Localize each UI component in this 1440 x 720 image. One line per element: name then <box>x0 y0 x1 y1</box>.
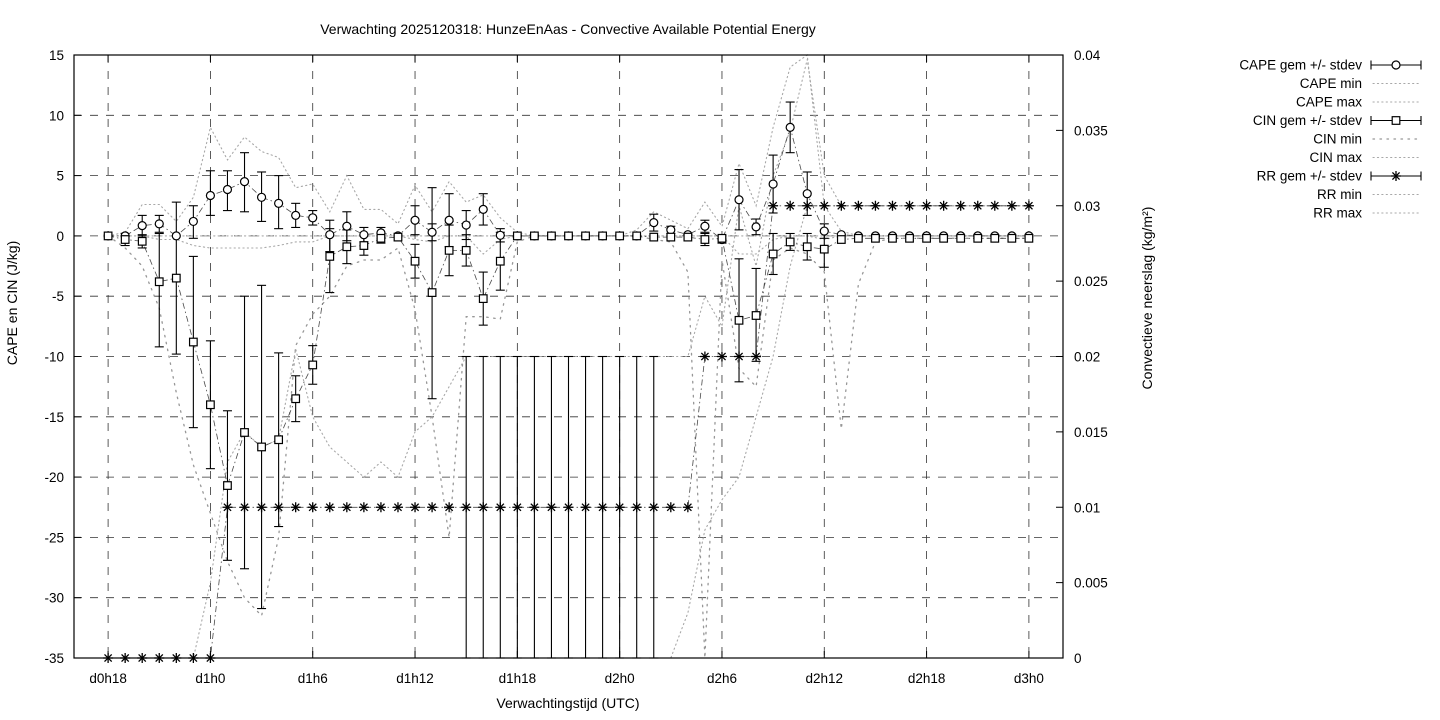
y-left-tick-label: -35 <box>44 651 64 666</box>
legend-entry: RR min <box>1317 187 1422 202</box>
legend-entry-label: CIN min <box>1313 132 1362 147</box>
legend-entry: RR gem +/- stdev <box>1257 169 1422 184</box>
y-left-tick-label: -5 <box>52 289 64 304</box>
legend-entry: CIN gem +/- stdev <box>1253 113 1422 128</box>
y-left-tick-label: -10 <box>44 350 64 365</box>
x-tick-label: d2h18 <box>908 671 946 686</box>
cape-error-bars <box>137 101 829 253</box>
x-axis-label: Verwachtingstijd (UTC) <box>496 695 639 711</box>
legend-entry: CAPE max <box>1296 95 1422 110</box>
x-tick-label: d3h0 <box>1014 671 1044 686</box>
y-right-tick-label: 0.015 <box>1074 425 1108 440</box>
y-left-tick-label: -30 <box>44 591 64 606</box>
x-tick-label: d2h6 <box>707 671 737 686</box>
cin-error-bars <box>120 187 829 610</box>
grid-layer <box>74 55 1063 658</box>
cin-mean-markers <box>103 231 1034 490</box>
legend-entry: CAPE min <box>1300 76 1422 91</box>
legend: CAPE gem +/- stdev CAPE min CAPE max CIN ge… <box>1239 58 1422 221</box>
legend-entry-label: CIN max <box>1309 150 1362 165</box>
y-left-tick-label: 10 <box>49 108 64 123</box>
y-right-tick-label: 0 <box>1074 651 1082 666</box>
y-axis-label-right: Convectieve neerslag (kg/m²) <box>1139 207 1155 390</box>
y-left-tick-label: -25 <box>44 530 64 545</box>
x-tick-label: d1h18 <box>499 671 537 686</box>
y-right-tick-label: 0.01 <box>1074 500 1100 515</box>
cape-max-curve <box>107 54 1030 237</box>
legend-entry: RR max <box>1313 206 1422 221</box>
x-tick-label: d2h12 <box>806 671 844 686</box>
legend-entry: CIN min <box>1313 132 1422 147</box>
y-left-tick-label: 5 <box>56 169 64 184</box>
legend-entry-label: RR min <box>1317 187 1362 202</box>
legend-entry: CIN max <box>1309 150 1422 165</box>
x-tick-label: d1h6 <box>298 671 328 686</box>
legend-entry-label: CAPE min <box>1300 76 1362 91</box>
y-right-tick-label: 0.04 <box>1074 48 1101 63</box>
axes-layer: d0h18 d1h0 d1h6 d1h12 d1h18 d2h0 d2h6 d2h12 d2h1… <box>44 48 1107 686</box>
legend-entry-label: CAPE gem +/- stdev <box>1239 58 1362 73</box>
legend-entry-label: CIN gem +/- stdev <box>1253 113 1362 128</box>
series-layer <box>103 101 1034 663</box>
legend-entry-label: RR gem +/- stdev <box>1257 169 1363 184</box>
cin-max-curve <box>107 235 1030 255</box>
plot-border <box>73 54 1064 659</box>
x-tick-label: d2h0 <box>605 671 635 686</box>
y-right-tick-label: 0.02 <box>1074 350 1100 365</box>
legend-entry: CAPE gem +/- stdev <box>1239 58 1422 73</box>
y-right-tick-label: 0.025 <box>1074 274 1108 289</box>
y-left-tick-label: -20 <box>44 470 64 485</box>
legend-entry-label: CAPE max <box>1296 95 1362 110</box>
x-tick-label: d0h18 <box>89 671 127 686</box>
y-left-tick-label: 15 <box>49 48 64 63</box>
legend-entry-label: RR max <box>1313 206 1362 221</box>
y-right-tick-label: 0.035 <box>1074 123 1108 138</box>
y-right-tick-label: 0.03 <box>1074 199 1100 214</box>
y-axis-label-left: CAPE en CIN (J/kg) <box>4 241 20 365</box>
cape-mean-markers <box>103 122 1034 245</box>
y-left-tick-label: 0 <box>56 229 64 244</box>
x-tick-label: d1h0 <box>195 671 225 686</box>
x-tick-label: d1h12 <box>396 671 434 686</box>
y-right-tick-label: 0.005 <box>1074 576 1108 591</box>
y-left-tick-label: -15 <box>44 410 64 425</box>
chart-title: Verwachting 2025120318: HunzeEnAas - Con… <box>320 21 816 37</box>
